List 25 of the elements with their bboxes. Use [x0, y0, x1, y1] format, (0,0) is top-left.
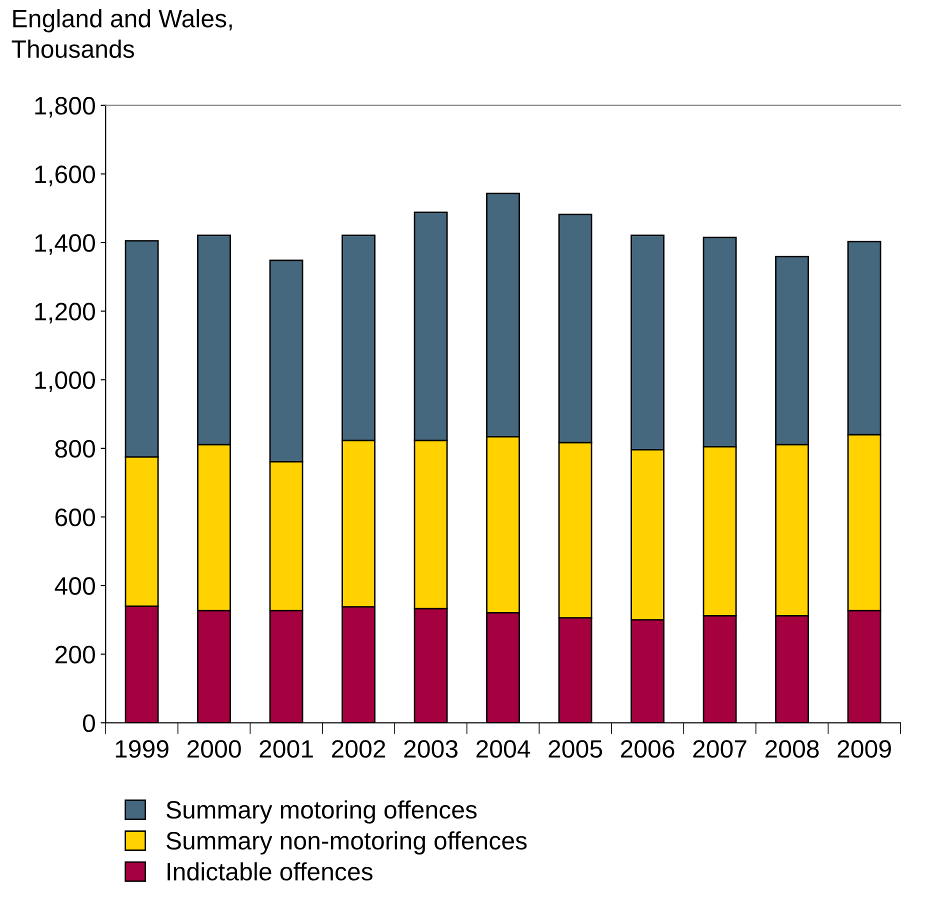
x-tick-label: 2001	[260, 740, 313, 758]
chart-title: England and Wales, Thousands	[12, 9, 232, 58]
legend-label: Indictable offences	[168, 862, 372, 881]
x-tick-label: 2000	[187, 740, 241, 758]
x-tick-label: 2005	[548, 740, 602, 758]
y-tick-label: 1,800	[35, 96, 95, 118]
x-tick-label: 2003	[404, 740, 458, 758]
legend-label: Summary motoring offences	[166, 800, 477, 824]
y-tick-label: 800	[55, 440, 95, 458]
x-tick-label: 2008	[765, 740, 819, 758]
x-tick-label: 2007	[693, 740, 746, 758]
x-tick-label: 2006	[620, 740, 674, 758]
x-tick-label: 1999	[116, 740, 168, 758]
y-tick-label: 1,200	[35, 302, 95, 324]
x-tick-label: 2002	[332, 740, 386, 758]
y-tick-label: 400	[54, 577, 95, 595]
y-tick-label: 1,000	[35, 371, 95, 392]
y-tick-label: 200	[55, 646, 95, 664]
legend-label: Summary non-motoring offences	[166, 831, 527, 855]
x-tick-label: 2004	[476, 740, 530, 758]
y-tick-label: 1,600	[35, 166, 95, 186]
y-tick-label: 600	[55, 508, 95, 526]
x-tick-label: 2009	[838, 740, 891, 758]
y-tick-label: 0	[83, 714, 95, 732]
y-tick-label: 1,400	[35, 234, 95, 255]
